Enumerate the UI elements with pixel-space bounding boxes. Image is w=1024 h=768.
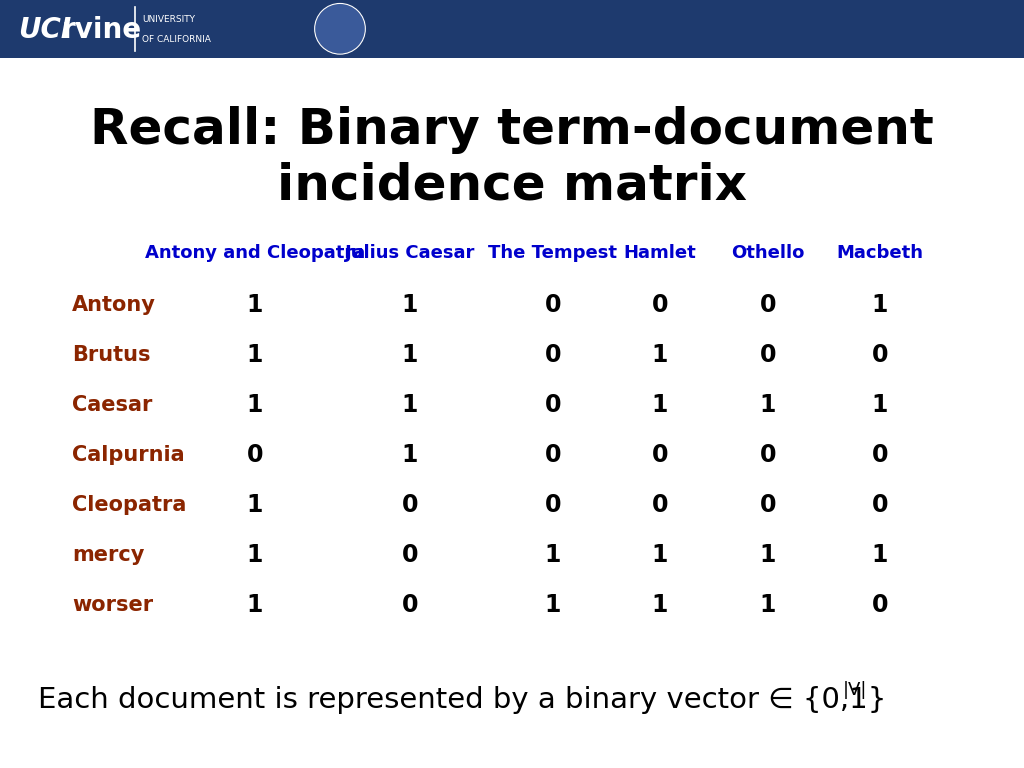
Text: 0: 0 (871, 343, 888, 367)
Text: 0: 0 (651, 493, 669, 517)
Text: 1: 1 (760, 393, 776, 417)
Text: 1: 1 (247, 343, 263, 367)
Text: 1: 1 (401, 343, 418, 367)
Text: Antony: Antony (72, 295, 156, 315)
Text: 0: 0 (545, 293, 561, 317)
Text: rvine: rvine (62, 16, 142, 44)
Text: 0: 0 (871, 493, 888, 517)
Text: Othello: Othello (731, 244, 805, 262)
Text: 0: 0 (651, 443, 669, 467)
Text: 1: 1 (871, 543, 888, 567)
Text: 0: 0 (247, 443, 263, 467)
Text: 1: 1 (247, 293, 263, 317)
Text: 0: 0 (760, 343, 776, 367)
Text: mercy: mercy (72, 545, 144, 565)
Text: 1: 1 (247, 593, 263, 617)
Text: 1: 1 (401, 293, 418, 317)
Text: 1: 1 (652, 593, 669, 617)
Bar (0, 0, 1024, 58)
Text: Calpurnia: Calpurnia (72, 445, 184, 465)
Text: worser: worser (72, 595, 154, 615)
Text: The Tempest: The Tempest (488, 244, 617, 262)
Text: 0: 0 (871, 593, 888, 617)
Text: 0: 0 (871, 443, 888, 467)
Text: Recall: Binary term-document: Recall: Binary term-document (90, 106, 934, 154)
Text: |V|: |V| (843, 681, 867, 699)
Text: OF CALIFORNIA: OF CALIFORNIA (142, 35, 211, 44)
Text: 1: 1 (247, 543, 263, 567)
Text: 1: 1 (401, 443, 418, 467)
Text: Julius Caesar: Julius Caesar (345, 244, 475, 262)
Text: Antony and Cleopatra: Antony and Cleopatra (144, 244, 366, 262)
Text: 0: 0 (760, 493, 776, 517)
Text: 0: 0 (545, 493, 561, 517)
Text: 1: 1 (401, 393, 418, 417)
Text: 1: 1 (545, 593, 561, 617)
Text: 0: 0 (651, 293, 669, 317)
Text: UCI: UCI (18, 16, 72, 44)
Text: 0: 0 (760, 443, 776, 467)
Text: 1: 1 (871, 393, 888, 417)
Circle shape (315, 5, 365, 53)
Text: 1: 1 (652, 393, 669, 417)
Text: 0: 0 (545, 343, 561, 367)
Text: 1: 1 (247, 393, 263, 417)
Text: 1: 1 (871, 293, 888, 317)
Text: 1: 1 (652, 543, 669, 567)
Text: Hamlet: Hamlet (624, 244, 696, 262)
Text: 1: 1 (247, 493, 263, 517)
Text: Brutus: Brutus (72, 345, 151, 365)
Text: 0: 0 (401, 493, 418, 517)
Text: Each document is represented by a binary vector ∈ {0,1}: Each document is represented by a binary… (38, 686, 887, 714)
Text: 0: 0 (545, 443, 561, 467)
Text: Cleopatra: Cleopatra (72, 495, 186, 515)
Text: 0: 0 (760, 293, 776, 317)
Text: 1: 1 (545, 543, 561, 567)
Text: incidence matrix: incidence matrix (278, 161, 746, 209)
Text: Macbeth: Macbeth (837, 244, 924, 262)
Text: 1: 1 (760, 543, 776, 567)
Text: UNIVERSITY: UNIVERSITY (142, 15, 195, 24)
Text: 0: 0 (545, 393, 561, 417)
Text: 1: 1 (652, 343, 669, 367)
Text: 0: 0 (401, 593, 418, 617)
Text: Caesar: Caesar (72, 395, 153, 415)
Text: 1: 1 (760, 593, 776, 617)
Text: 0: 0 (401, 543, 418, 567)
